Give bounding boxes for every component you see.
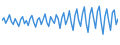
plot-area (2, 6, 118, 34)
chart (0, 0, 120, 45)
series-line (2, 6, 118, 34)
